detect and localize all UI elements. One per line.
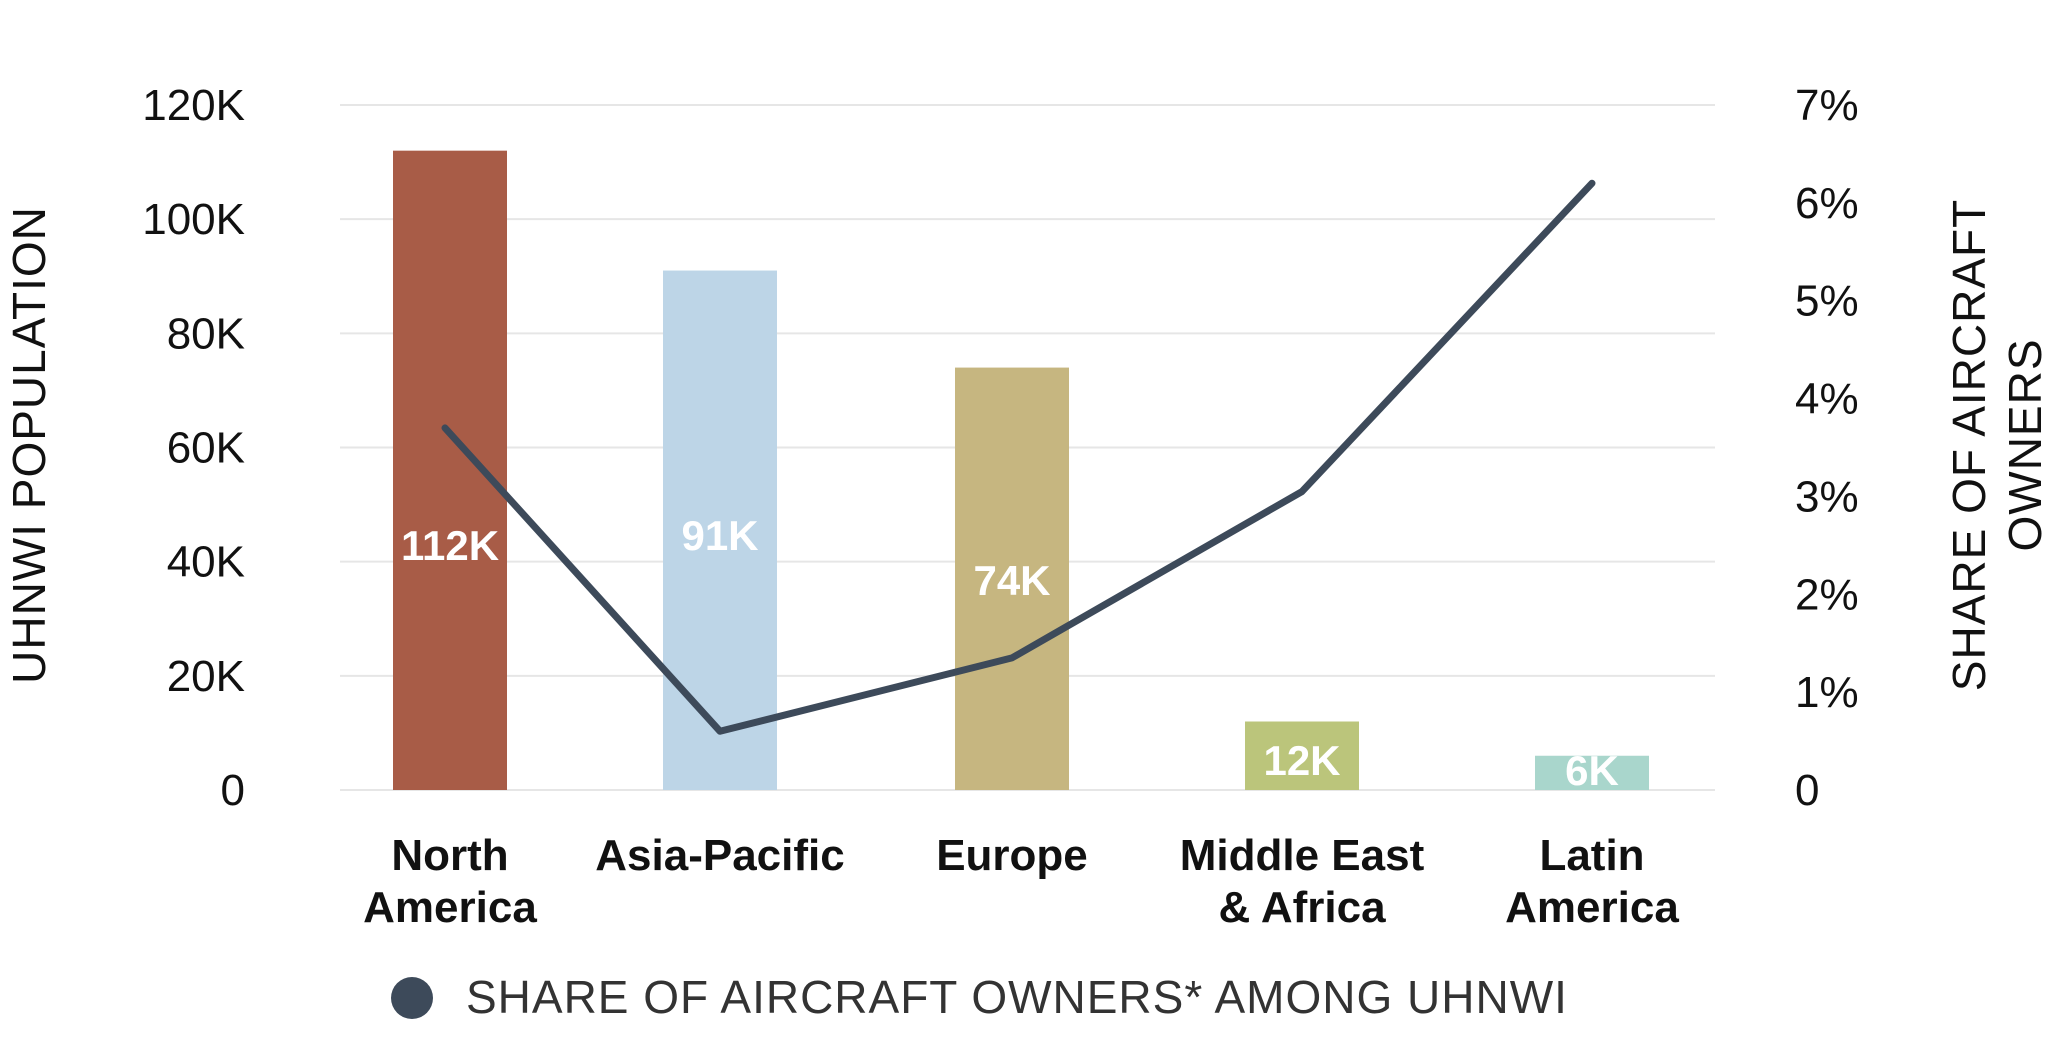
bar xyxy=(1245,721,1359,790)
y2-tick-label: 3% xyxy=(1795,472,1859,521)
y2-axis-title-line: OWNERS xyxy=(1999,339,2051,552)
line-point xyxy=(1011,657,1013,659)
line-point xyxy=(719,730,721,732)
y2-tick-label: 0 xyxy=(1795,766,1819,815)
bar-data-label: 74K xyxy=(973,557,1050,604)
x-category-label: Asia-Pacific xyxy=(595,831,844,880)
bar xyxy=(393,150,507,790)
legend-marker xyxy=(391,977,433,1019)
x-category-label-line: Latin xyxy=(1539,831,1644,880)
x-category-label: North America xyxy=(363,831,537,932)
bar-data-label: 6K xyxy=(1565,747,1619,794)
y-axis-title: UHNWI POPULATION xyxy=(3,206,55,684)
bar-data-label: 91K xyxy=(681,512,758,559)
y2-tick-label: 4% xyxy=(1795,375,1859,424)
y-tick-label: 20K xyxy=(167,652,245,701)
y-tick-label: 100K xyxy=(142,195,245,244)
x-category-label-line: America xyxy=(363,883,537,932)
y2-axis-title: SHARE OF AIRCRAFTOWNERS xyxy=(1943,199,2051,691)
y-tick-label: 0 xyxy=(221,766,245,815)
x-category-label-line: North xyxy=(391,831,508,880)
x-category-label-line: & Africa xyxy=(1218,883,1386,932)
x-category-label: Europe xyxy=(936,831,1088,880)
y2-axis-title-line: SHARE OF AIRCRAFT xyxy=(1943,199,1995,691)
y-tick-label: 40K xyxy=(167,538,245,587)
x-category-label-line: Europe xyxy=(936,831,1088,880)
x-category-label: Middle East & Africa xyxy=(1180,831,1425,932)
bar-data-label: 12K xyxy=(1263,737,1340,784)
x-category-label: Latin America xyxy=(1505,831,1679,932)
bar xyxy=(663,270,777,791)
x-category-label-line: Middle East xyxy=(1180,831,1425,880)
y2-tick-label: 2% xyxy=(1795,570,1859,619)
bar xyxy=(955,367,1069,790)
y-tick-label: 80K xyxy=(167,309,245,358)
line-point xyxy=(444,427,446,429)
y2-tick-label: 1% xyxy=(1795,668,1859,717)
y2-tick-label: 6% xyxy=(1795,179,1859,228)
y-tick-label: 60K xyxy=(167,424,245,473)
line-point xyxy=(1591,182,1593,184)
bar xyxy=(1535,755,1649,790)
x-category-label-line: America xyxy=(1505,883,1679,932)
y-tick-label: 120K xyxy=(142,81,245,130)
y2-tick-label: 7% xyxy=(1795,81,1859,130)
x-category-label-line: Asia-Pacific xyxy=(595,831,844,880)
y2-tick-label: 5% xyxy=(1795,277,1859,326)
line-point xyxy=(1301,491,1303,493)
legend-label: SHARE OF AIRCRAFT OWNERS* AMONG UHNWI xyxy=(466,971,1568,1023)
bar-data-label: 112K xyxy=(401,522,499,569)
